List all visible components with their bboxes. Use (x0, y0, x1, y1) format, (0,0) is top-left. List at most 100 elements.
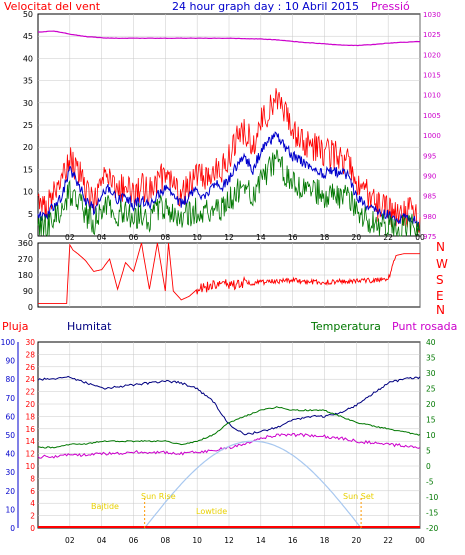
humitat-tick-label: 100 (1, 338, 16, 347)
middle-tick-label: 180 (18, 271, 33, 280)
bottom-x-tick-label: 14 (256, 536, 266, 545)
top-left-tick-label: 50 (23, 10, 33, 19)
top-right-tick-label: 1015 (423, 72, 441, 80)
top-x-axis: 02 04 06 08 10 12 14 16 18 20 22 00 (65, 233, 425, 242)
compass-labels: N W S E N (436, 240, 448, 317)
middle-axis: 0 90 180 270 360 (18, 239, 33, 312)
pluja-tick-label: 18 (25, 412, 35, 421)
pluja-tick-label: 8 (30, 474, 35, 483)
bottom-x-tick-label: 00 (415, 536, 425, 545)
humitat-tick-label: 70 (5, 394, 15, 403)
bottom-x-tick-label: 08 (161, 536, 171, 545)
pluja-tick-label: 0 (30, 524, 35, 533)
bottom-panel: 0246810121416182022242628300102030405060… (1, 320, 458, 545)
bottom-x-tick-label: 10 (192, 536, 202, 545)
pluja-tick-label: 24 (25, 375, 35, 384)
bottom-x-tick-label: 04 (97, 536, 107, 545)
top-x-tick-label: 20 (352, 233, 362, 242)
top-series-average (37, 131, 421, 231)
label-lowtide: Lowtide (196, 507, 227, 516)
top-x-tick-label: 04 (97, 233, 107, 242)
top-series (37, 30, 421, 237)
legend-pluja: Pluja (2, 320, 28, 333)
temperatura-tick-label: -10 (426, 493, 438, 502)
bottom-x-tick-label: 16 (288, 536, 298, 545)
compass-n-bottom: N (436, 303, 445, 317)
top-left-tick-label: 20 (23, 143, 33, 152)
temperatura-tick-label: 30 (426, 369, 436, 378)
pluja-tick-label: 12 (25, 450, 35, 459)
top-x-tick-label: 00 (415, 233, 425, 242)
top-right-axis: 975 980 985 990 995 1000 1005 1010 1015 1020 1025 1… (423, 11, 441, 241)
temperatura-tick-label: 15 (426, 416, 436, 425)
temperatura-tick-label: 10 (426, 431, 436, 440)
middle-grid (38, 243, 421, 307)
top-x-tick-label: 02 (65, 233, 75, 242)
top-left-tick-label: 5 (28, 210, 33, 219)
bottom-x-tick-label: 12 (224, 536, 234, 545)
compass-s: S (436, 273, 444, 287)
top-left-tick-label: 15 (23, 165, 33, 174)
bottom-series-temperatura (37, 406, 421, 449)
top-x-tick-label: 22 (383, 233, 393, 242)
bottom-series-solar (144, 440, 362, 529)
pluja-tick-label: 6 (30, 487, 35, 496)
temperatura-tick-label: 35 (426, 354, 436, 363)
humitat-tick-label: 20 (5, 487, 15, 496)
top-left-tick-label: 0 (28, 232, 33, 241)
bottom-x-tick-label: 18 (320, 536, 330, 545)
top-left-tick-label: 25 (23, 121, 33, 130)
top-left-tick-label: 35 (23, 77, 33, 86)
compass-n-top: N (436, 240, 445, 254)
top-left-tick-label: 10 (23, 188, 33, 197)
temperatura-tick-label: -20 (426, 524, 438, 533)
bottom-axes: 0246810121416182022242628300102030405060… (1, 338, 439, 545)
top-right-tick-label: 1005 (423, 112, 441, 120)
top-right-tick-label: 995 (423, 152, 436, 160)
pluja-tick-label: 26 (25, 363, 35, 372)
humitat-tick-label: 10 (5, 505, 15, 514)
temperatura-tick-label: -5 (426, 478, 434, 487)
top-left-tick-label: 45 (23, 32, 33, 41)
label-sun-set: Sun Set (343, 492, 374, 501)
pluja-tick-label: 10 (25, 462, 35, 471)
top-left-axis: 0 5 10 15 20 25 30 35 40 45 50 (23, 10, 33, 241)
top-x-tick-label: 12 (224, 233, 234, 242)
bottom-x-tick-label: 22 (383, 536, 393, 545)
top-right-tick-label: 1010 (423, 92, 441, 100)
top-x-tick-label: 18 (320, 233, 330, 242)
pluja-tick-label: 16 (25, 425, 35, 434)
middle-series (38, 242, 420, 304)
legend-punt-rosada: Punt rosada (392, 320, 457, 333)
humitat-tick-label: 30 (5, 468, 15, 477)
humitat-tick-label: 80 (5, 375, 15, 384)
top-right-tick-label: 975 (423, 233, 436, 241)
top-grid (38, 14, 421, 236)
top-x-tick-label: 10 (192, 233, 202, 242)
compass-e: E (436, 289, 444, 303)
top-right-label: Pressió (371, 0, 410, 13)
middle-panel: 0 90 180 270 360 N W S E N (18, 239, 448, 317)
top-title: 24 hour graph day : 10 Abril 2015 (172, 0, 359, 13)
middle-series-direction (38, 242, 420, 304)
top-x-tick-label: 14 (256, 233, 266, 242)
pluja-tick-label: 2 (30, 512, 35, 521)
humitat-tick-label: 50 (5, 431, 15, 440)
top-x-tick-label: 08 (161, 233, 171, 242)
middle-tick-label: 270 (18, 255, 33, 264)
top-series-minimum (37, 149, 421, 237)
temperatura-tick-label: 25 (426, 385, 436, 394)
top-left-tick-label: 30 (23, 99, 33, 108)
middle-tick-label: 360 (18, 239, 33, 248)
top-x-tick-label: 16 (288, 233, 298, 242)
temperatura-tick-label: 20 (426, 400, 436, 409)
top-series-gust (37, 88, 421, 234)
bottom-x-tick-label: 20 (352, 536, 362, 545)
pluja-tick-label: 28 (25, 350, 35, 359)
middle-tick-label: 0 (28, 303, 33, 312)
temperatura-tick-label: -15 (426, 509, 438, 518)
humitat-tick-label: 60 (5, 412, 15, 421)
humitat-tick-label: 40 (5, 450, 15, 459)
